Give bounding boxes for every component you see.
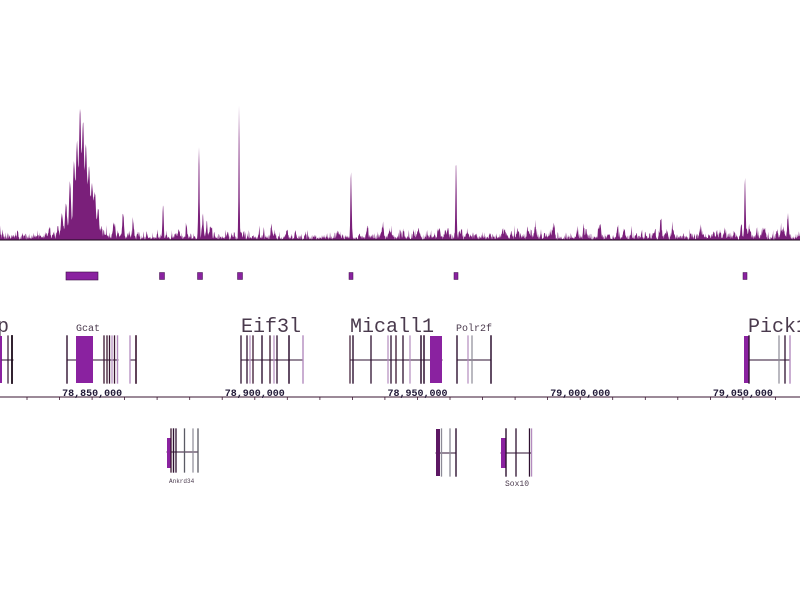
svg-text:Polr2f: Polr2f: [456, 323, 492, 335]
svg-text:78,950,000: 78,950,000: [387, 389, 447, 400]
svg-text:78,850,000: 78,850,000: [62, 389, 122, 400]
svg-text:79,000,000: 79,000,000: [550, 389, 610, 400]
svg-text:78,900,000: 78,900,000: [225, 389, 285, 400]
svg-text:Gcat: Gcat: [76, 324, 100, 335]
svg-text:Ankrd34: Ankrd34: [169, 478, 195, 485]
svg-text:79,050,000: 79,050,000: [713, 389, 773, 400]
svg-text:Pick1: Pick1: [748, 316, 800, 339]
svg-text:Sox10: Sox10: [505, 480, 529, 489]
